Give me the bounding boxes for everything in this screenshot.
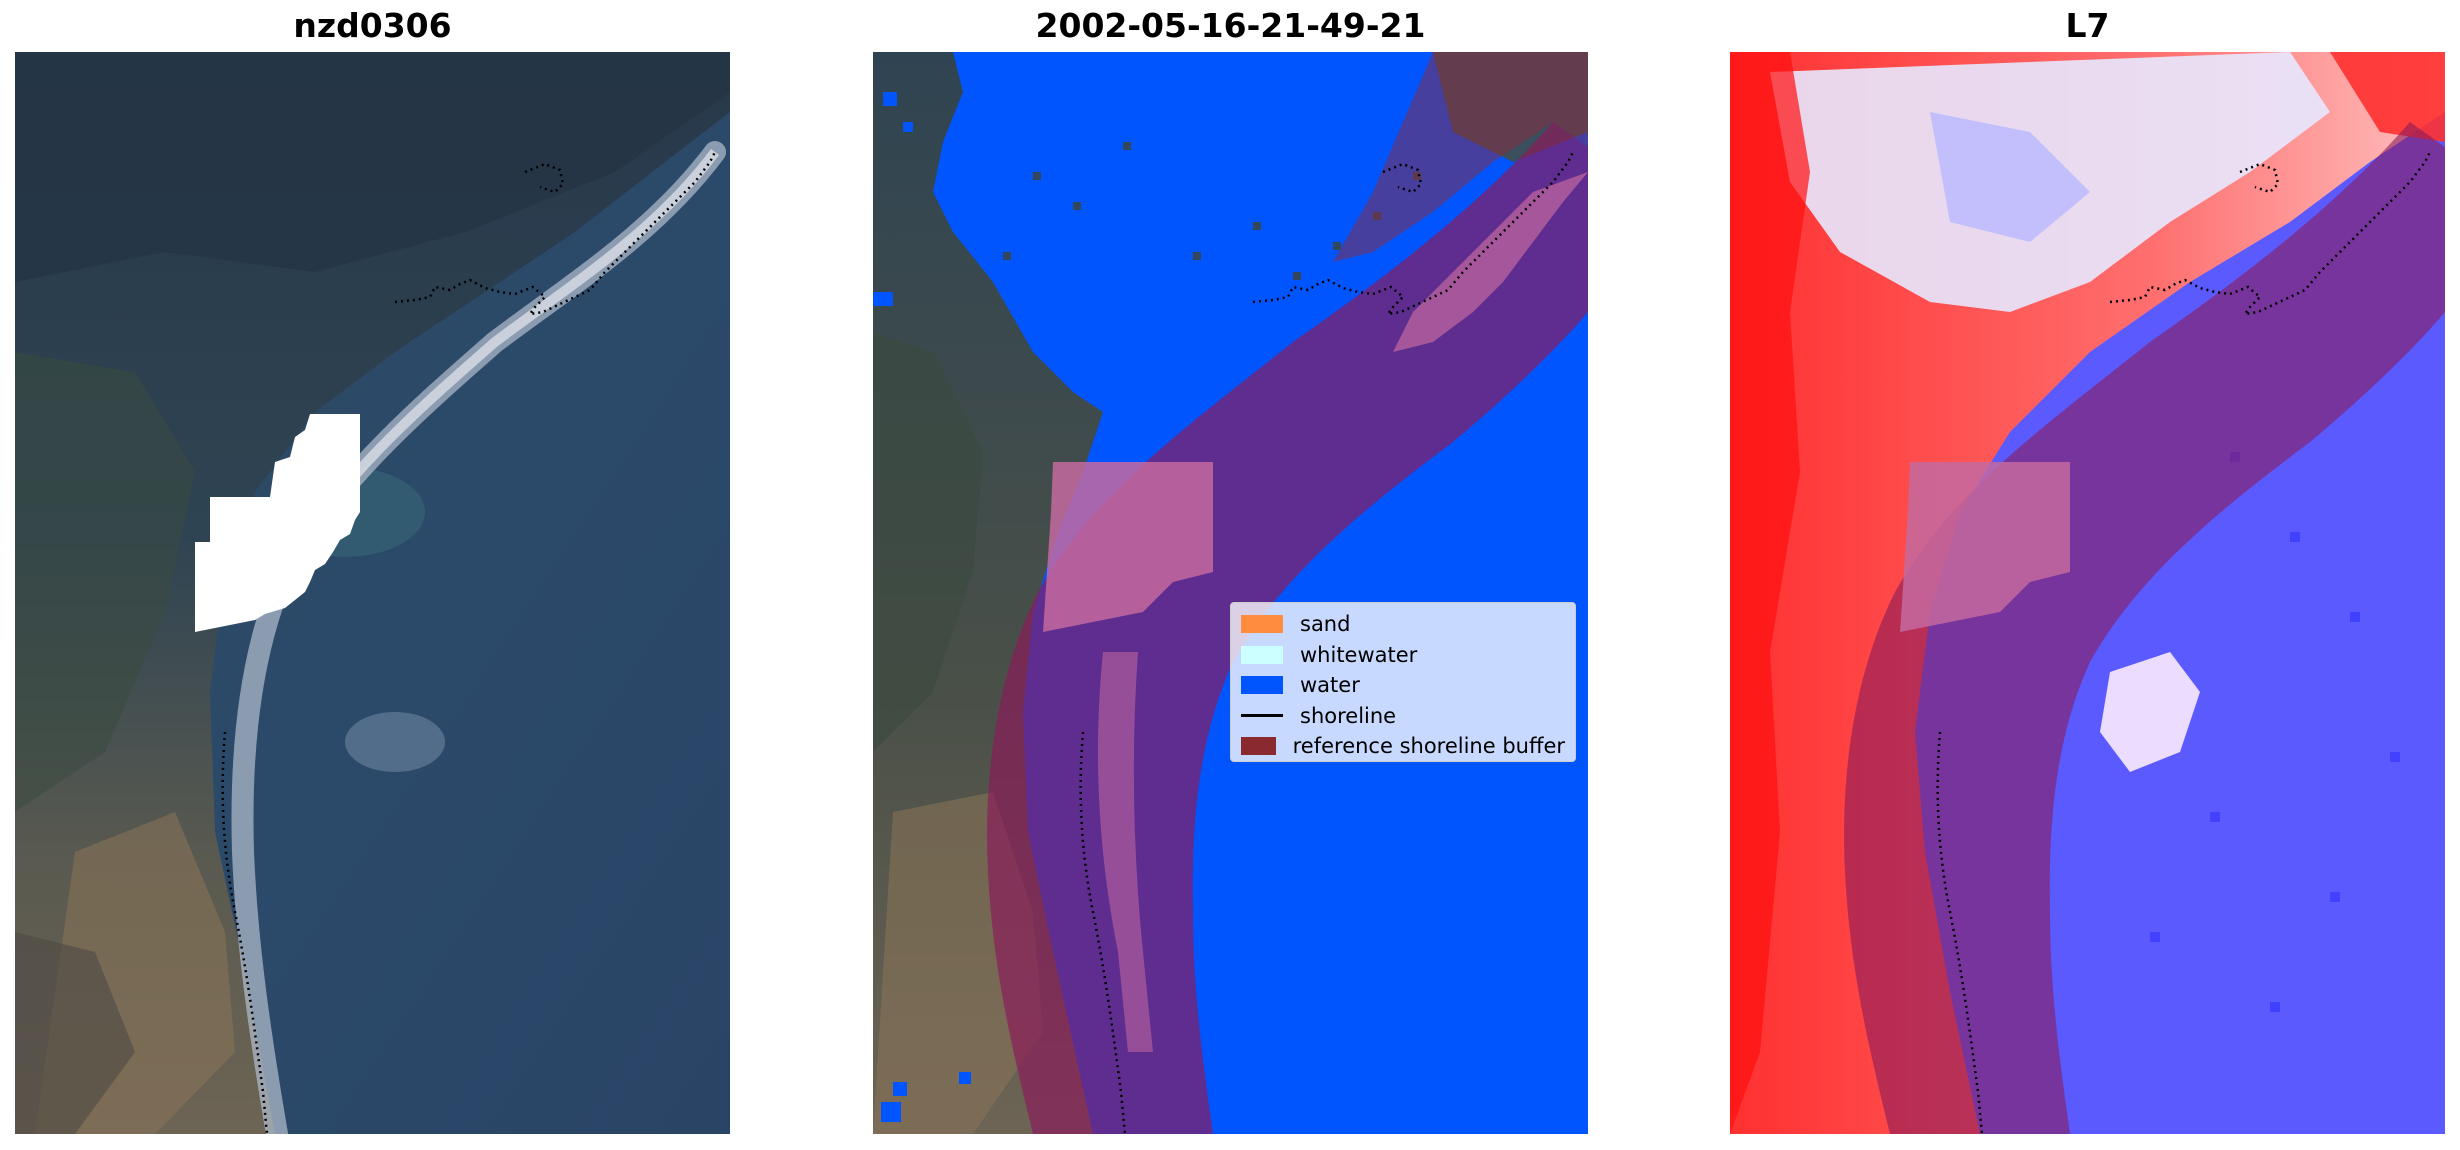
legend-item-water: water <box>1241 670 1565 701</box>
legend: sand whitewater water shoreline referenc… <box>1230 602 1576 762</box>
legend-swatch-whitewater <box>1241 645 1283 664</box>
panel-title-rgb: nzd0306 <box>293 6 452 45</box>
reference-shoreline-buffer <box>1844 122 2445 1134</box>
legend-item-sand: sand <box>1241 609 1565 640</box>
legend-line-shoreline <box>1241 714 1283 718</box>
legend-swatch-water <box>1241 676 1283 695</box>
panel-title-classification: 2002-05-16-21-49-21 <box>1035 6 1426 45</box>
index-panel <box>1730 52 2445 1134</box>
panel-title-index: L7 <box>2065 6 2110 45</box>
legend-label: shoreline <box>1300 703 1397 728</box>
shoreline <box>1936 731 1984 1134</box>
shoreline-north <box>1252 151 1575 316</box>
legend-label: water <box>1300 673 1360 698</box>
shoreline-north <box>2109 151 2432 316</box>
legend-item-shoreline: shoreline <box>1241 701 1565 732</box>
shoreline <box>221 731 269 1134</box>
shoreline-north <box>394 151 717 316</box>
legend-swatch-sand <box>1241 615 1283 634</box>
shoreline <box>1079 731 1127 1134</box>
legend-label: sand <box>1300 612 1351 637</box>
rgb-image-panel <box>15 52 730 1134</box>
cloud-mask <box>195 414 360 632</box>
legend-label: whitewater <box>1300 642 1418 667</box>
legend-item-whitewater: whitewater <box>1241 640 1565 671</box>
reference-shoreline-buffer <box>987 122 1588 1134</box>
classification-panel <box>873 52 1588 1134</box>
legend-label: reference shoreline buffer <box>1292 734 1565 759</box>
legend-swatch-buffer <box>1241 737 1276 756</box>
legend-item-buffer: reference shoreline buffer <box>1241 731 1565 762</box>
